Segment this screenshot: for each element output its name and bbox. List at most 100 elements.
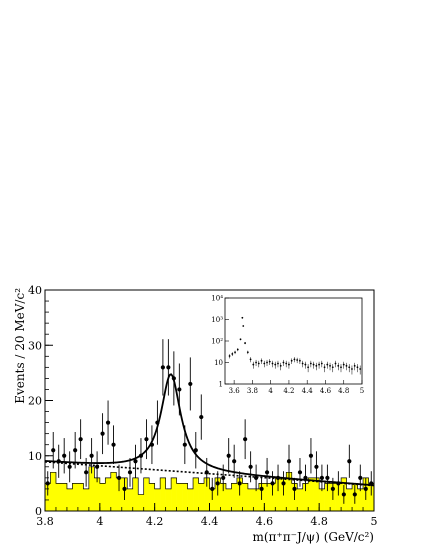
inset-x-tick-label: 4.8 <box>338 387 349 395</box>
inset-data-point <box>244 342 246 344</box>
histogram-bar <box>308 477 314 511</box>
inset-x-tick-label: 3.6 <box>229 387 241 395</box>
inset-y-tick-label: 10 <box>214 359 223 367</box>
histogram-outline <box>44 466 375 511</box>
inset-data-point <box>239 338 242 341</box>
data-point <box>62 453 67 458</box>
y-axis-label: Events / 20 MeV/c² <box>13 288 27 404</box>
inset-data-point <box>359 368 362 370</box>
data-point <box>347 459 352 464</box>
x-tick-label: 4.2 <box>146 515 164 528</box>
inset-data-point <box>345 364 348 367</box>
histogram-bar <box>231 483 238 511</box>
histogram-bar <box>193 477 199 511</box>
data-point <box>105 420 111 425</box>
x-tick-label: 3.8 <box>36 515 54 528</box>
y-tick-label: 10 <box>28 450 42 463</box>
inset-x-tick-label: 4.6 <box>320 387 332 395</box>
inset-data-point <box>315 364 318 367</box>
data-point <box>133 459 138 464</box>
histogram-bar <box>176 483 183 511</box>
data-point <box>144 437 149 442</box>
x-tick-label: 4.4 <box>201 515 219 528</box>
inset-data-point <box>298 359 301 362</box>
data-point <box>325 475 330 480</box>
histogram-bar <box>66 488 73 511</box>
histogram-bar <box>225 488 232 511</box>
histogram-bar <box>160 477 166 511</box>
inset-x-tick-label: 5 <box>360 387 364 395</box>
data-point <box>232 459 237 464</box>
data-point <box>171 376 176 381</box>
inset-data-point <box>296 359 299 361</box>
histogram-bar <box>165 488 172 511</box>
data-point <box>363 486 368 491</box>
inset-data-point <box>320 362 323 365</box>
data-point <box>188 381 193 387</box>
inset-x-tick-label: 4.2 <box>283 387 294 395</box>
inset-data-point <box>266 361 268 364</box>
inset-data-point <box>277 362 279 365</box>
histogram-bar <box>83 488 90 511</box>
inset-x-tick-label: 4 <box>268 387 273 395</box>
histogram-bar <box>302 483 309 511</box>
data-point <box>292 486 297 491</box>
data-point <box>204 470 209 475</box>
histogram-bar <box>99 483 106 511</box>
data-point <box>127 470 133 475</box>
data-point <box>155 420 160 425</box>
inset-data-point <box>290 359 293 362</box>
x-tick-label: 4.6 <box>256 515 274 528</box>
histogram-bar <box>286 472 293 511</box>
inset-data-point <box>353 364 356 367</box>
histogram-bar <box>242 483 249 511</box>
inset-data-point <box>288 363 290 366</box>
inset-data-point <box>279 364 282 367</box>
inset-data-point <box>260 359 263 362</box>
data-point <box>286 459 292 464</box>
data-point <box>149 442 155 447</box>
inset-data-point <box>293 358 296 361</box>
inset-data-point <box>340 366 342 369</box>
histogram-bar <box>55 483 62 511</box>
histogram-bar <box>138 494 144 511</box>
histogram-bar <box>368 483 375 511</box>
histogram-bar <box>143 477 150 511</box>
inset-data-point <box>268 360 271 363</box>
data-point <box>358 475 363 480</box>
data-point <box>330 486 335 491</box>
data-point <box>182 442 187 447</box>
inset-data-point <box>255 361 257 364</box>
inset-data-point <box>246 351 249 354</box>
data-point <box>177 387 182 392</box>
inset-data-point <box>231 353 234 355</box>
data-point <box>303 475 308 480</box>
y-tick-label: 0 <box>35 505 42 518</box>
histogram-bar <box>264 483 271 511</box>
data-point <box>138 453 144 458</box>
inset-data-point <box>285 362 288 365</box>
inset-data-point <box>301 362 304 365</box>
data-point <box>56 459 61 464</box>
histogram-bar <box>220 483 227 511</box>
x-tick-label: 5 <box>371 515 378 528</box>
inset-y-tick-label: 10⁴ <box>211 295 223 303</box>
histogram-bar <box>149 483 155 511</box>
data-point <box>275 475 281 480</box>
inset-data-point <box>307 366 310 369</box>
data-point <box>237 481 242 486</box>
inset-data-point <box>249 358 252 361</box>
histogram-bar <box>275 477 282 511</box>
inset-data-point <box>331 366 334 369</box>
inset-data-point <box>282 361 285 364</box>
data-point <box>314 464 319 469</box>
inset-y-tick-label: 10³ <box>211 316 223 324</box>
histogram-bar <box>72 483 79 511</box>
x-tick-label: 4.8 <box>310 515 328 528</box>
inset-data-point <box>234 351 236 354</box>
data-point <box>352 492 357 497</box>
data-point <box>67 464 72 469</box>
data-point <box>319 475 325 480</box>
data-point <box>45 481 50 486</box>
